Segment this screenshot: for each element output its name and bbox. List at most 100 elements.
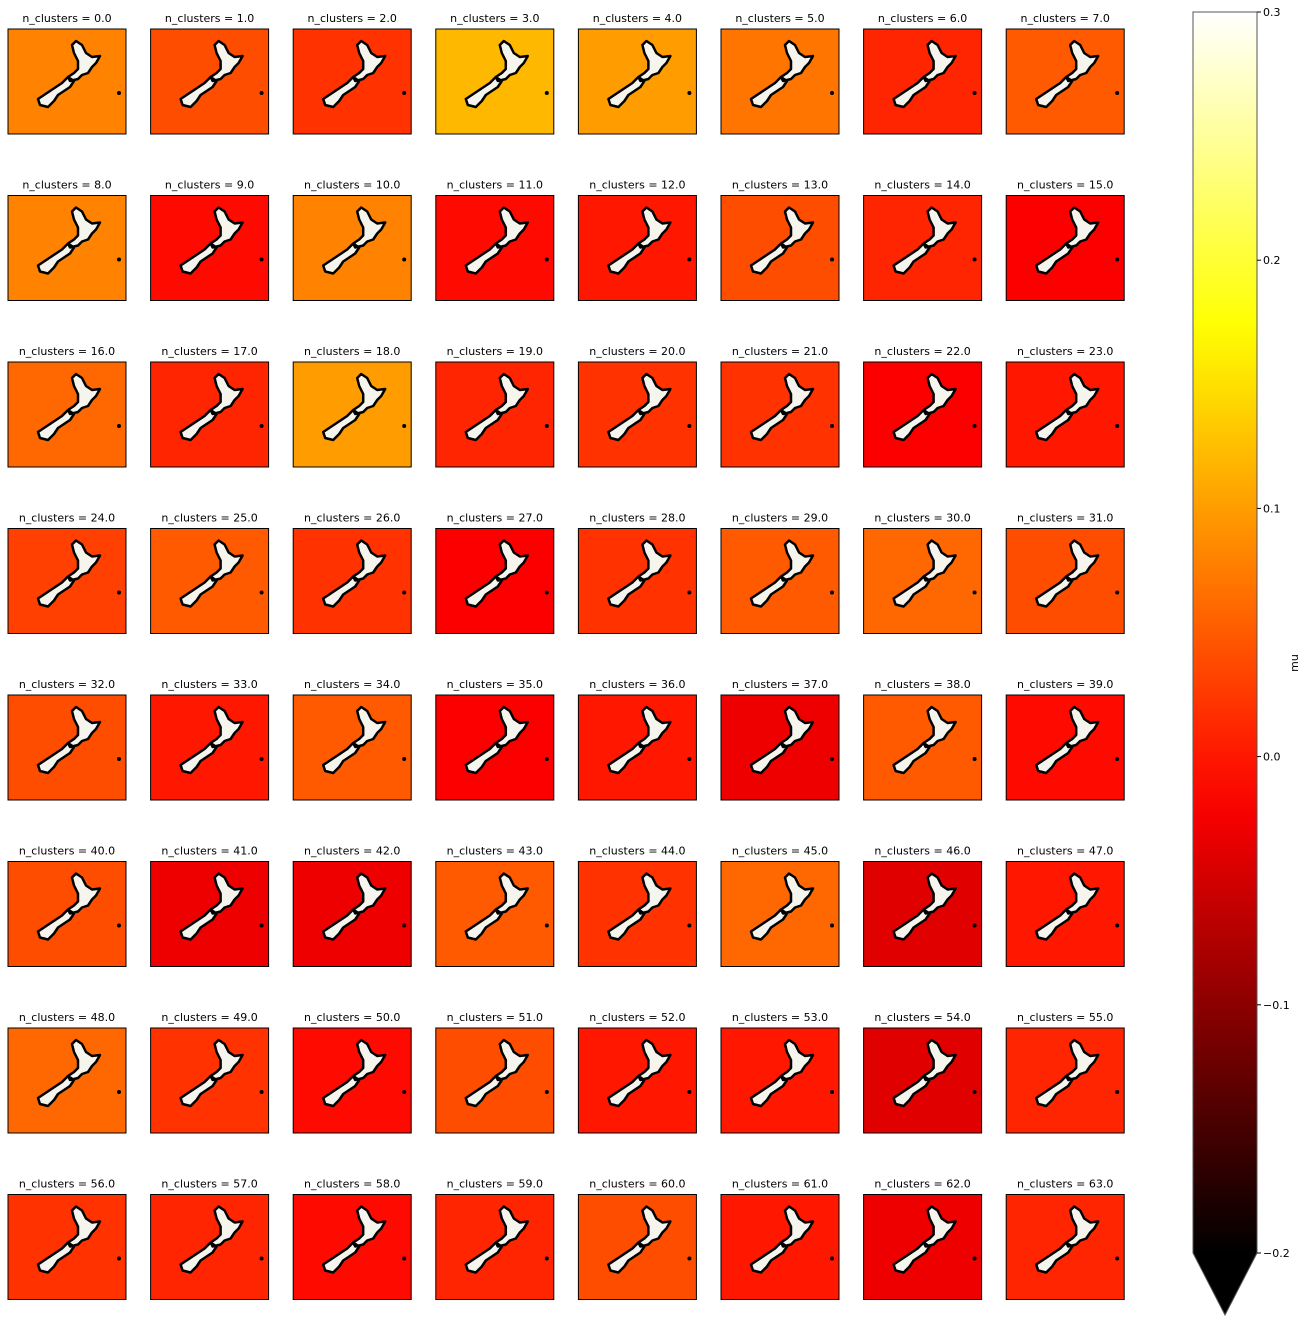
island: [687, 1256, 692, 1261]
panel-title: n_clusters = 26.0: [304, 512, 400, 525]
island: [687, 923, 692, 928]
island: [259, 757, 264, 761]
panel-title: n_clusters = 3.0: [450, 12, 539, 25]
island: [402, 424, 407, 428]
land: [464, 372, 530, 442]
island: [117, 757, 121, 761]
land: [749, 206, 815, 275]
island: [259, 923, 264, 928]
land: [1034, 705, 1100, 775]
panel-title: n_clusters = 6.0: [878, 12, 967, 25]
panel-title: n_clusters = 52.0: [589, 1011, 685, 1024]
island: [972, 257, 977, 262]
island: [259, 1256, 264, 1261]
panel-title: n_clusters = 49.0: [161, 1011, 257, 1024]
island: [972, 1090, 977, 1094]
land: [892, 539, 957, 608]
island: [544, 1090, 549, 1094]
land: [36, 39, 102, 109]
panel-title: n_clusters = 28.0: [589, 512, 685, 525]
island: [1115, 1090, 1120, 1094]
land: [36, 206, 102, 275]
panel-title: n_clusters = 13.0: [732, 179, 828, 192]
island: [1115, 91, 1120, 95]
land: [607, 539, 672, 608]
panel-title: n_clusters = 17.0: [161, 345, 257, 358]
land: [749, 1038, 815, 1108]
panel-title: n_clusters = 38.0: [874, 678, 970, 691]
panel-title: n_clusters = 18.0: [304, 345, 400, 358]
panel-title: n_clusters = 37.0: [732, 678, 828, 691]
panel-title: n_clusters = 8.0: [22, 179, 111, 192]
panel-title: n_clusters = 44.0: [589, 845, 685, 858]
island: [830, 91, 834, 95]
panel-title: n_clusters = 22.0: [874, 345, 970, 358]
panel-title: n_clusters = 19.0: [447, 345, 543, 358]
land: [321, 372, 387, 442]
colorbar-tick-label: 0.0: [1263, 751, 1281, 764]
island: [830, 923, 834, 928]
land: [36, 872, 102, 941]
island: [117, 424, 121, 428]
land: [892, 705, 957, 775]
land: [179, 372, 244, 442]
island: [972, 424, 977, 428]
island: [830, 757, 834, 761]
panel-title: n_clusters = 43.0: [447, 845, 543, 858]
island: [402, 1256, 407, 1261]
panel-title: n_clusters = 63.0: [1017, 1178, 1113, 1191]
panel-title: n_clusters = 14.0: [874, 179, 970, 192]
panel-title: n_clusters = 36.0: [589, 678, 685, 691]
land: [464, 39, 530, 109]
colorbar-outline: [1192, 11, 1258, 1317]
land: [321, 39, 387, 109]
land: [36, 705, 102, 775]
panel-title: n_clusters = 30.0: [874, 512, 970, 525]
land: [464, 1205, 530, 1274]
island: [830, 590, 834, 595]
panel-title: n_clusters = 42.0: [304, 845, 400, 858]
land: [321, 1038, 387, 1108]
land: [892, 39, 957, 109]
island: [259, 91, 264, 95]
island: [830, 1256, 834, 1261]
land: [464, 539, 530, 608]
island: [259, 1090, 264, 1094]
island: [117, 590, 121, 595]
panel-title: n_clusters = 46.0: [874, 845, 970, 858]
land: [179, 206, 244, 275]
land: [607, 705, 672, 775]
island: [402, 590, 407, 595]
land: [464, 872, 530, 941]
island: [972, 757, 977, 761]
island: [972, 91, 977, 95]
island: [1115, 590, 1120, 595]
island: [259, 257, 264, 262]
island: [259, 590, 264, 595]
panel-title: n_clusters = 58.0: [304, 1178, 400, 1191]
land: [749, 1205, 815, 1274]
land: [607, 872, 672, 941]
island: [972, 590, 977, 595]
panel-title: n_clusters = 50.0: [304, 1011, 400, 1024]
colorbar-extension: [1193, 1253, 1257, 1315]
land: [749, 705, 815, 775]
panel-title: n_clusters = 24.0: [19, 512, 115, 525]
land: [607, 39, 672, 109]
island: [402, 1090, 407, 1094]
island: [544, 91, 549, 95]
panel-title: n_clusters = 2.0: [308, 12, 397, 25]
land: [1034, 1038, 1100, 1108]
island: [117, 91, 121, 95]
land: [892, 372, 957, 442]
land: [1034, 39, 1100, 109]
land: [36, 372, 102, 442]
island: [1115, 1256, 1120, 1261]
island: [544, 757, 549, 761]
land: [321, 705, 387, 775]
panel-title: n_clusters = 54.0: [874, 1011, 970, 1024]
panel-title: n_clusters = 53.0: [732, 1011, 828, 1024]
island: [544, 257, 549, 262]
colorbar-tick-label: −0.1: [1263, 999, 1290, 1012]
